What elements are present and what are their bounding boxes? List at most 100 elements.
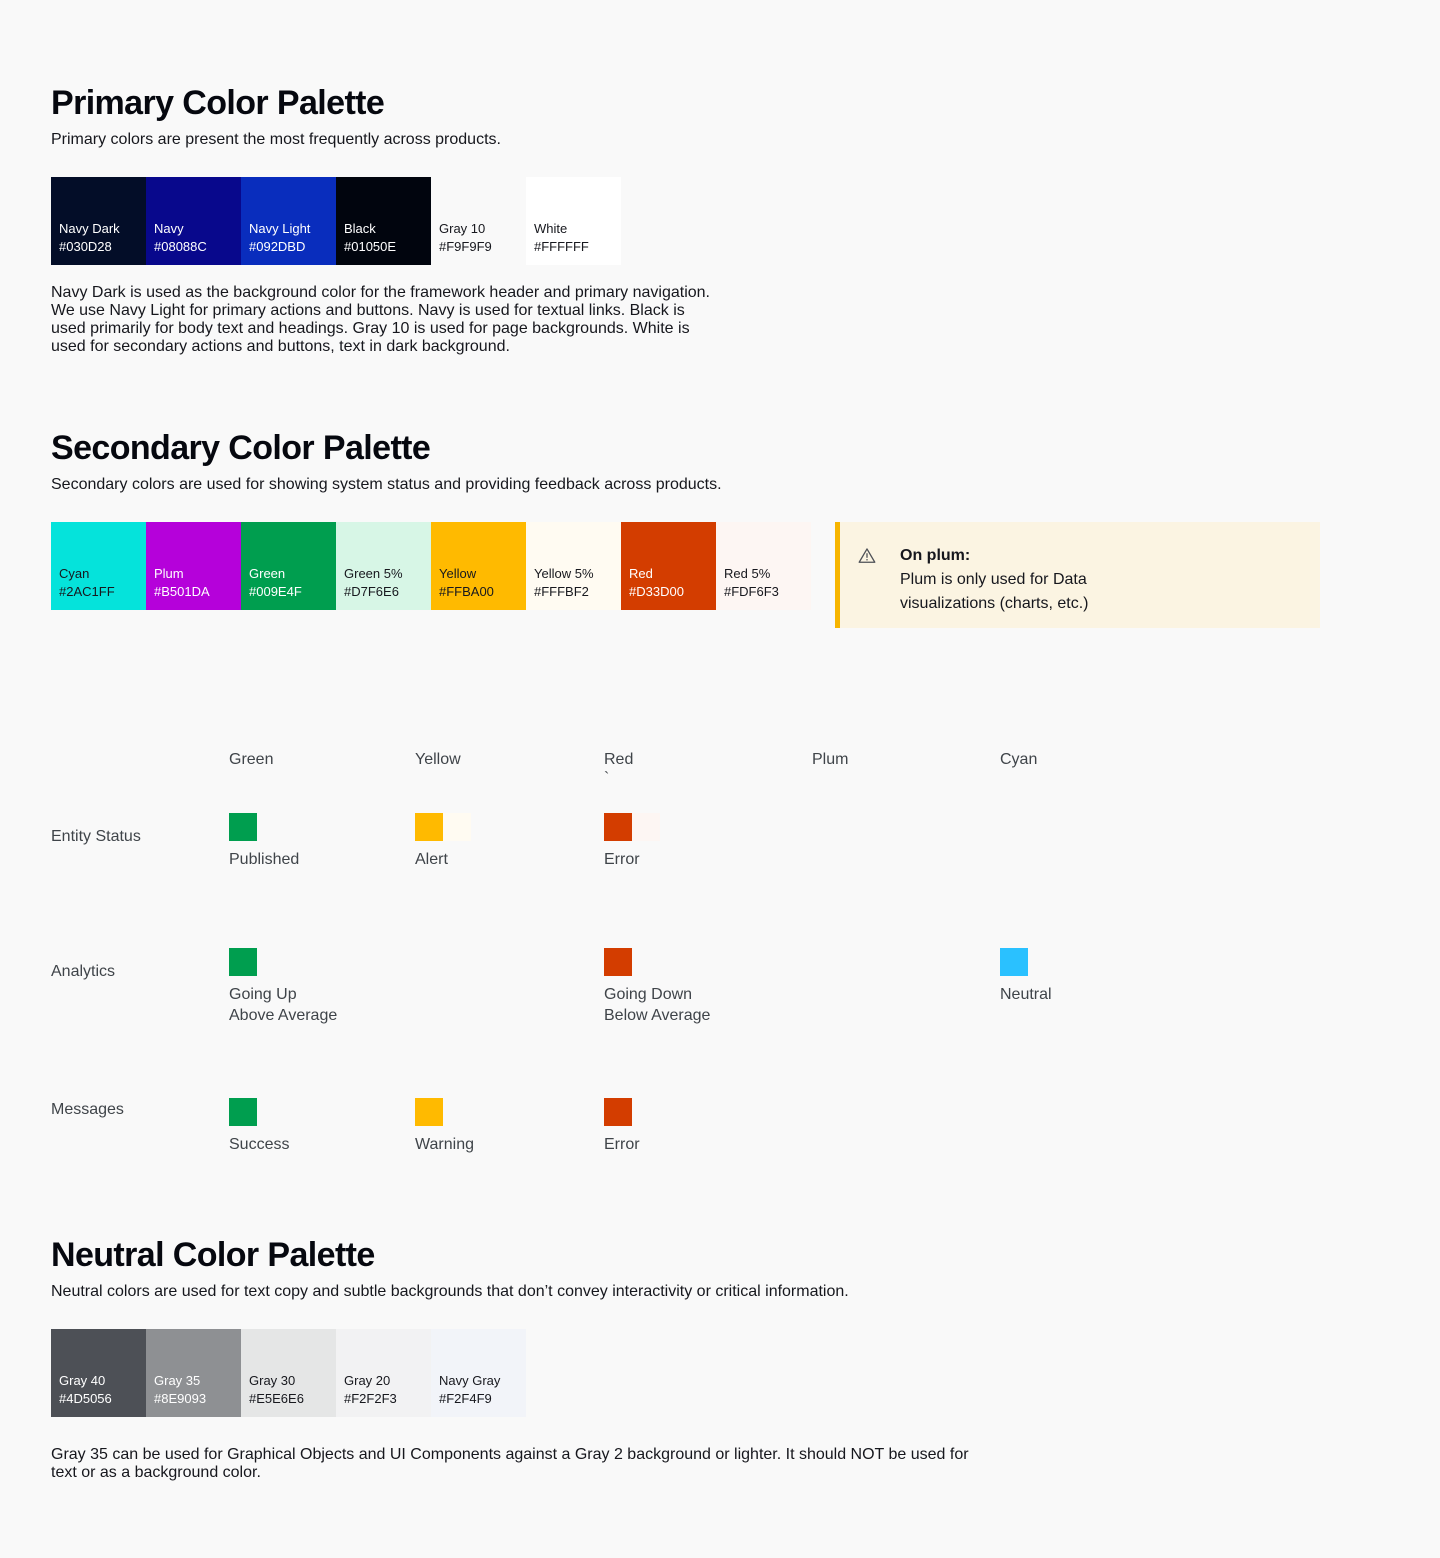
swatch-name: Cyan xyxy=(59,566,90,581)
swatch-navy-light: Navy Light #092DBD xyxy=(241,177,336,265)
swatch-black: Black #01050E xyxy=(336,177,431,265)
callout-text: On plum: Plum is only used for Data visu… xyxy=(900,544,1132,616)
swatch-cyan: Cyan #2AC1FF xyxy=(51,522,146,610)
swatch-hex: #D7F6E6 xyxy=(344,584,399,599)
swatch-navy-gray: Navy Gray #F2F4F9 xyxy=(431,1329,526,1417)
color-chip xyxy=(604,1098,632,1126)
swatch-hex: #D33D00 xyxy=(629,584,684,599)
swatch-name: Gray 40 xyxy=(59,1373,106,1388)
swatch-name: Green xyxy=(249,566,286,581)
swatch-name: Navy Gray xyxy=(439,1373,501,1388)
secondary-palette-section: Secondary Color Palette Secondary colors… xyxy=(51,429,1440,1155)
swatch-hex: #F9F9F9 xyxy=(439,239,492,254)
swatch-gray-30: Gray 30 #E5E6E6 xyxy=(241,1329,336,1417)
chip-caption: Going Up Above Average xyxy=(229,986,338,1024)
color-chip xyxy=(229,813,257,841)
primary-palette-description: Primary colors are present the most freq… xyxy=(51,131,501,148)
swatch-name: Gray 35 xyxy=(154,1373,201,1388)
column-header-red-label: Red xyxy=(604,751,634,768)
cell-analytics-red: Going Down Below Average xyxy=(604,948,812,1026)
stray-backtick: ` xyxy=(604,770,610,787)
swatch-name: Navy xyxy=(154,221,184,236)
swatch-name: Gray 30 xyxy=(249,1373,296,1388)
swatch-hex: #E5E6E6 xyxy=(249,1391,304,1406)
swatch-yellow: Yellow #FFBA00 xyxy=(431,522,526,610)
neutral-swatch-row: Gray 40 #4D5056 Gray 35 #8E9093 Gray 30 … xyxy=(51,1329,1440,1417)
color-chip-light xyxy=(443,813,471,841)
swatch-name: Green 5% xyxy=(344,566,403,581)
swatch-name: Plum xyxy=(154,566,184,581)
secondary-palette-title: Secondary Color Palette xyxy=(51,429,431,467)
swatch-gray-35: Gray 35 #8E9093 xyxy=(146,1329,241,1417)
swatch-name: White xyxy=(534,221,568,236)
swatch-name: Yellow xyxy=(439,566,477,581)
swatch-white: White #FFFFFF xyxy=(526,177,621,265)
secondary-palette-description: Secondary colors are used for showing sy… xyxy=(51,476,722,493)
secondary-swatch-and-callout-row: Cyan #2AC1FF Plum #B501DA Green #009E4F … xyxy=(51,522,1440,628)
row-label: Entity Status xyxy=(51,828,141,845)
chip-caption: Error xyxy=(604,1136,640,1153)
swatch-red-5: Red 5% #FDF6F3 xyxy=(716,522,811,610)
swatch-red: Red #D33D00 xyxy=(621,522,716,610)
cell-entity-yellow: Alert xyxy=(415,813,604,870)
table-row-messages: Messages Success Warning Error xyxy=(51,1098,1440,1155)
swatch-hex: #FDF6F3 xyxy=(724,584,779,599)
swatch-name: Red 5% xyxy=(724,566,771,581)
swatch-hex: #08088C xyxy=(154,239,207,254)
color-chip xyxy=(229,1098,257,1126)
row-label: Analytics xyxy=(51,963,116,980)
swatch-green-5: Green 5% #D7F6E6 xyxy=(336,522,431,610)
swatch-hex: #01050E xyxy=(344,239,397,254)
swatch-gray-10: Gray 10 #F9F9F9 xyxy=(431,177,526,265)
swatch-name: Navy Dark xyxy=(59,221,120,236)
swatch-hex: #8E9093 xyxy=(154,1391,207,1406)
cell-messages-green: Success xyxy=(229,1098,415,1155)
chip-caption: Success xyxy=(229,1136,290,1153)
color-chip xyxy=(415,813,443,841)
cell-analytics-cyan: Neutral xyxy=(1000,948,1188,1026)
cell-messages-yellow: Warning xyxy=(415,1098,604,1155)
cell-entity-green: Published xyxy=(229,813,415,870)
swatch-hex: #4D5056 xyxy=(59,1391,112,1406)
plum-usage-callout: On plum: Plum is only used for Data visu… xyxy=(835,522,1320,628)
column-header-red: Red ` xyxy=(604,750,812,788)
primary-usage-paragraph: Navy Dark is used as the background colo… xyxy=(51,284,710,355)
callout-title: On plum: xyxy=(900,547,971,564)
color-chip xyxy=(1000,948,1028,976)
color-chip xyxy=(604,813,632,841)
swatch-hex: #F2F2F3 xyxy=(344,1391,397,1406)
swatch-hex: #FFFBF2 xyxy=(534,584,589,599)
warning-triangle-icon xyxy=(858,547,876,564)
column-header-yellow: Yellow xyxy=(415,751,461,768)
color-chip xyxy=(229,948,257,976)
swatch-hex: #FFFFFF xyxy=(534,239,589,254)
swatch-green: Green #009E4F xyxy=(241,522,336,610)
swatch-gray-40: Gray 40 #4D5056 xyxy=(51,1329,146,1417)
row-label: Messages xyxy=(51,1101,124,1118)
swatch-hex: #F2F4F9 xyxy=(439,1391,492,1406)
swatch-hex: #030D28 xyxy=(59,239,112,254)
swatch-name: Navy Light xyxy=(249,221,311,236)
chip-caption: Neutral xyxy=(1000,986,1052,1003)
color-guidelines-page: Primary Color Palette Primary colors are… xyxy=(51,84,1440,1482)
header-spacer xyxy=(51,750,229,788)
secondary-swatch-row: Cyan #2AC1FF Plum #B501DA Green #009E4F … xyxy=(51,522,811,610)
color-chip xyxy=(415,1098,443,1126)
swatch-hex: #B501DA xyxy=(154,584,210,599)
swatch-name: Gray 20 xyxy=(344,1373,391,1388)
color-usage-table: Green Yellow Red ` Plum Cyan Entity Stat… xyxy=(51,750,1440,1155)
primary-swatch-row: Navy Dark #030D28 Navy #08088C Navy Ligh… xyxy=(51,177,1440,265)
swatch-plum: Plum #B501DA xyxy=(146,522,241,610)
swatch-name: Gray 10 xyxy=(439,221,486,236)
neutral-palette-section: Neutral Color Palette Neutral colors are… xyxy=(51,1236,1440,1482)
swatch-name: Yellow 5% xyxy=(534,566,594,581)
cell-analytics-green: Going Up Above Average xyxy=(229,948,415,1026)
callout-body: Plum is only used for Data visualization… xyxy=(900,571,1089,612)
color-chip xyxy=(604,948,632,976)
color-chip-light xyxy=(632,813,660,841)
usage-table-header: Green Yellow Red ` Plum Cyan xyxy=(51,750,1440,788)
table-row-entity-status: Entity Status Published Alert xyxy=(51,813,1440,870)
swatch-name: Black xyxy=(344,221,376,236)
column-header-green: Green xyxy=(229,751,274,768)
swatch-navy: Navy #08088C xyxy=(146,177,241,265)
